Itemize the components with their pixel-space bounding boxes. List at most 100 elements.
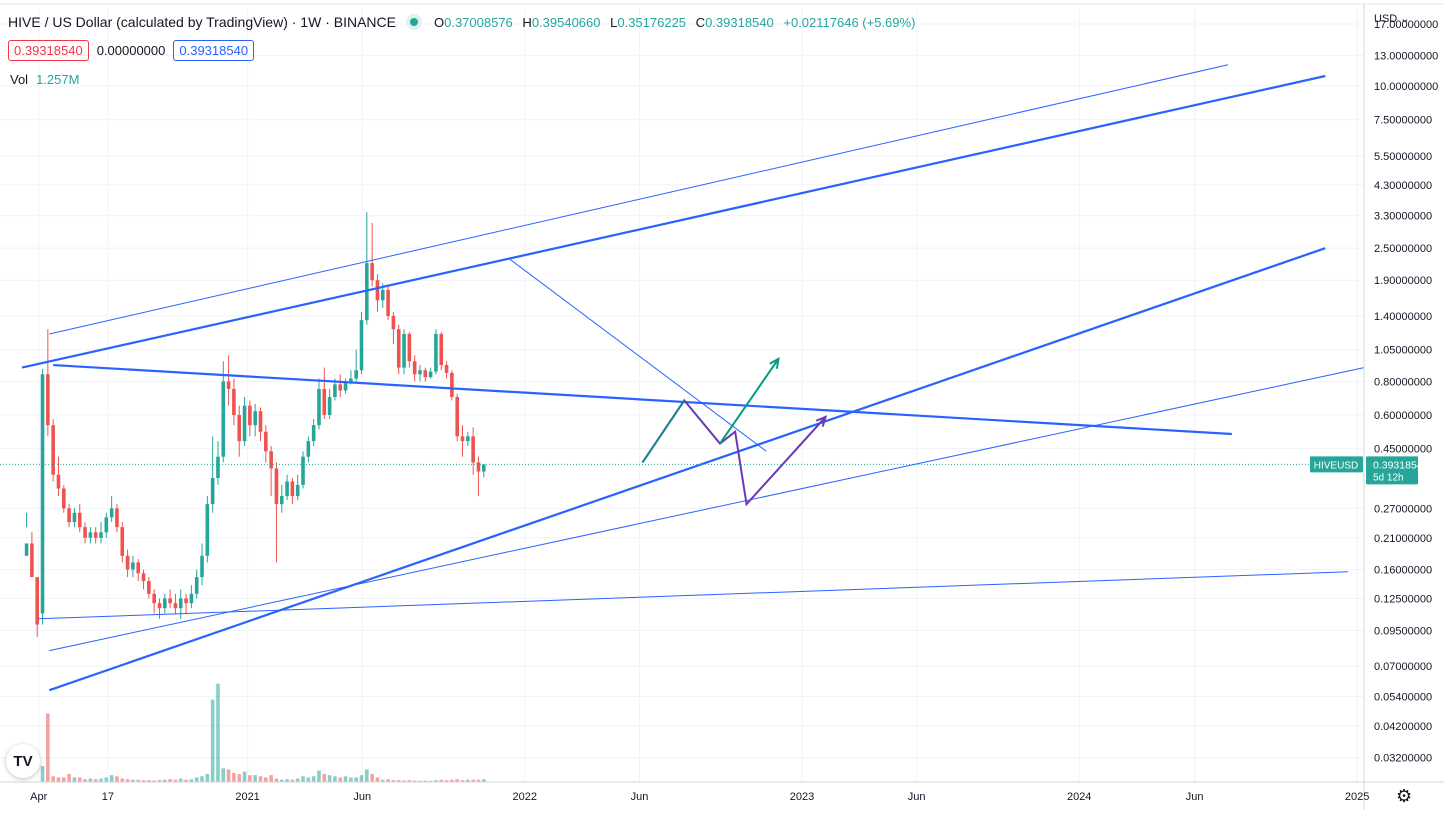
y-tick-label: 0.03200000 xyxy=(1374,753,1432,765)
x-tick-label: Jun xyxy=(908,791,926,803)
candle-body xyxy=(99,532,103,538)
candle-body xyxy=(194,577,199,594)
volume-bar xyxy=(274,778,279,782)
volume-bar xyxy=(104,777,109,782)
x-tick-label: 2023 xyxy=(790,791,814,803)
currency-selector[interactable]: USD ⌄ xyxy=(1374,12,1410,25)
volume-bar xyxy=(439,779,444,782)
volume-bar xyxy=(152,780,156,782)
y-tick-label: 0.05400000 xyxy=(1374,692,1432,704)
volume-bar xyxy=(120,778,125,782)
y-tick-label: 0.09500000 xyxy=(1374,626,1432,638)
volume-bar xyxy=(370,774,374,782)
volume-bar xyxy=(471,779,475,782)
candle-body xyxy=(83,527,87,538)
candle-body xyxy=(466,436,470,442)
volume-bar xyxy=(205,774,210,782)
volume-bar xyxy=(418,780,422,782)
candle-body xyxy=(226,381,231,389)
volume-bar xyxy=(93,779,98,782)
gear-icon[interactable]: ⚙ xyxy=(1396,786,1413,806)
y-tick-label: 0.80000000 xyxy=(1374,376,1432,388)
candle-body xyxy=(343,381,348,391)
y-tick-label: 1.05000000 xyxy=(1374,345,1432,357)
volume-bar xyxy=(455,779,459,782)
volume-bar xyxy=(285,779,289,782)
price-tag-value: 0.39318540 xyxy=(1373,459,1429,471)
buy-price-box[interactable]: 0.39318540 xyxy=(173,40,255,61)
ohlc-high-label: H xyxy=(522,14,532,30)
volume-bar xyxy=(412,780,417,782)
x-tick-label: Apr xyxy=(30,791,47,803)
candle-body xyxy=(200,555,204,578)
trend-line xyxy=(49,247,1326,692)
trend-line xyxy=(507,257,767,452)
bullish-arrowhead xyxy=(769,356,780,369)
volume-value: 1.257M xyxy=(36,72,80,87)
candle-body xyxy=(365,263,369,321)
y-tick-label: 4.30000000 xyxy=(1374,180,1432,192)
y-tick-label: 2.50000000 xyxy=(1374,243,1432,255)
candle-body xyxy=(46,374,50,426)
candle-body xyxy=(168,598,172,604)
y-tick-label: 10.00000000 xyxy=(1374,81,1438,93)
volume-bar xyxy=(72,777,77,782)
candle-body xyxy=(375,280,380,301)
grid-lines xyxy=(0,8,1364,782)
candle-body xyxy=(444,365,449,373)
candle-body xyxy=(61,488,66,509)
y-tick-label: 0.60000000 xyxy=(1374,410,1432,422)
volume-bar xyxy=(333,776,337,782)
candle-body xyxy=(396,329,401,368)
x-tick-label: 2022 xyxy=(513,791,537,803)
volume-bar xyxy=(83,779,87,782)
candle-body xyxy=(163,598,167,609)
candle-body xyxy=(471,436,475,463)
volume-bar xyxy=(264,777,268,782)
candle-body xyxy=(24,543,29,556)
volume-bar xyxy=(147,780,151,782)
candle-body xyxy=(322,388,327,416)
tradingview-logo-icon[interactable]: TV xyxy=(6,744,40,778)
candle-body xyxy=(333,384,337,397)
volume-bar xyxy=(248,775,252,782)
candle-body xyxy=(210,478,215,505)
projection-wave-overlay xyxy=(641,399,686,463)
chevron-down-icon: ⌄ xyxy=(1400,13,1410,25)
candle-body xyxy=(125,555,130,570)
candle-body xyxy=(264,431,268,452)
volume-bar xyxy=(77,777,82,782)
volume-bar xyxy=(210,699,215,782)
x-tick-label: 2025 xyxy=(1345,791,1369,803)
y-tick-label: 0.27000000 xyxy=(1374,503,1432,515)
candle-body xyxy=(407,333,412,362)
candle-body xyxy=(136,562,141,574)
quote-boxes: 0.39318540 0.00000000 0.39318540 xyxy=(8,40,255,61)
candle-body xyxy=(152,593,156,604)
volume-bar xyxy=(168,779,172,782)
x-tick-label: Jun xyxy=(1186,791,1204,803)
volume-bar xyxy=(396,780,401,782)
volume-bar xyxy=(258,776,263,782)
volume-bar xyxy=(46,713,50,782)
candle-body xyxy=(327,396,332,416)
currency-label: USD xyxy=(1374,13,1398,25)
projection-arrowhead xyxy=(815,415,828,427)
ohlc-low: 0.35176225 xyxy=(617,14,687,30)
volume-bar xyxy=(136,779,141,782)
volume-bar xyxy=(232,772,236,782)
volume-label: Vol xyxy=(10,72,29,87)
candle-body xyxy=(56,474,61,489)
y-tick-label: 5.50000000 xyxy=(1374,151,1432,163)
candle-body xyxy=(349,378,353,382)
ohlc-open-label: O xyxy=(433,14,445,30)
volume-bar xyxy=(194,777,199,782)
candle-body xyxy=(455,396,459,437)
trend-line xyxy=(49,367,1365,652)
candle-body xyxy=(77,512,82,528)
volume-bar xyxy=(311,776,316,782)
volume-bar xyxy=(51,776,55,782)
sell-price-box[interactable]: 0.39318540 xyxy=(8,40,89,61)
ohlc-values: O0.37008576 H0.39540660 L0.35176225 C0.3… xyxy=(434,15,921,30)
